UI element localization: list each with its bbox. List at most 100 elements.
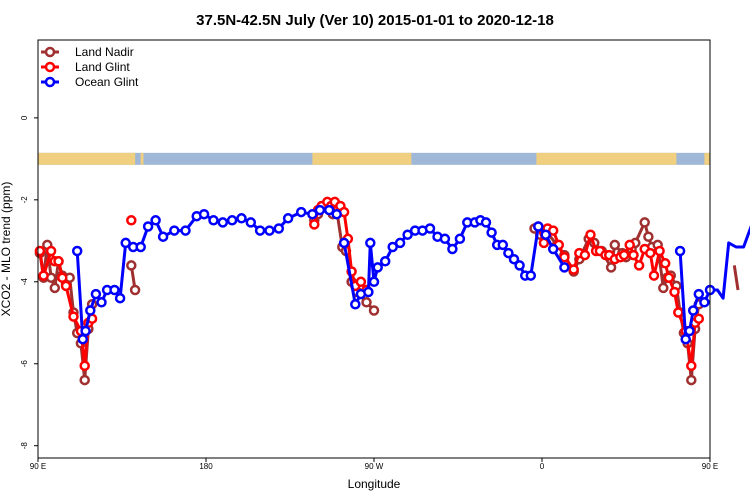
point-land-glint: [663, 272, 675, 283]
point-ocean-glint: [323, 204, 335, 216]
point-land-nadir: [686, 374, 697, 386]
point-land-glint: [53, 256, 64, 267]
point-land-glint: [669, 286, 680, 298]
point-land-glint: [559, 251, 570, 263]
point-ocean-glint: [142, 221, 154, 232]
land-band: [704, 152, 710, 165]
legend-item-ocean-glint: Ocean Glint: [41, 75, 139, 89]
y-tick-label: -4: [20, 278, 29, 286]
land-band: [38, 152, 136, 165]
land-band: [312, 152, 412, 165]
point-ocean-glint: [402, 229, 413, 240]
point-ocean-glint: [533, 221, 544, 232]
point-ocean-glint: [198, 208, 210, 220]
legend-item-land-glint: Land Glint: [41, 60, 130, 74]
x-tick-label: 90 E: [30, 462, 46, 471]
point-ocean-glint: [77, 333, 89, 345]
point-land-glint: [309, 219, 320, 230]
point-land-glint: [633, 260, 645, 271]
point-ocean-glint: [454, 233, 466, 245]
series-line-ocean-glint: [678, 225, 750, 341]
point-land-nadir: [126, 260, 137, 271]
point-land-glint: [628, 249, 639, 261]
point-ocean-glint: [295, 206, 307, 218]
series-line-ocean-glint: [342, 218, 566, 306]
point-land-nadir: [643, 231, 654, 242]
point-ocean-glint: [525, 270, 537, 281]
x-axis-label: Longitude: [348, 477, 401, 491]
point-ocean-glint: [559, 262, 570, 273]
y-tick-label: -8: [20, 442, 29, 450]
legend-swatch-marker: [44, 76, 56, 88]
point-ocean-glint: [368, 276, 380, 288]
point-land-glint: [585, 229, 596, 240]
point-ocean-glint: [424, 223, 436, 234]
y-tick-label: -6: [20, 360, 29, 368]
point-ocean-glint: [540, 229, 551, 240]
series-ocean-glint: [71, 204, 750, 345]
point-land-glint: [45, 245, 57, 257]
series-line-land-nadir: [732, 265, 740, 291]
point-ocean-glint: [135, 241, 146, 253]
point-land-glint: [648, 270, 660, 281]
point-land-glint: [79, 360, 90, 372]
point-land-nadir: [361, 297, 372, 308]
x-axis: 90 E 180 90 W 0 90 E: [30, 458, 718, 471]
point-ocean-glint: [114, 292, 126, 304]
point-land-glint: [686, 360, 697, 372]
point-land-nadir: [49, 282, 61, 294]
point-land-glint: [355, 276, 367, 288]
point-ocean-glint: [480, 217, 492, 228]
point-ocean-glint: [684, 325, 695, 337]
point-ocean-glint: [307, 208, 318, 220]
land-band: [130, 152, 132, 165]
point-land-nadir: [639, 217, 650, 228]
point-ocean-glint: [157, 231, 169, 242]
point-ocean-glint: [80, 325, 91, 337]
point-ocean-glint: [394, 237, 406, 249]
point-ocean-glint: [503, 247, 514, 259]
point-ocean-glint: [150, 215, 161, 226]
chart-title: 37.5N-42.5N July (Ver 10) 2015-01-01 to …: [196, 12, 554, 29]
point-ocean-glint: [273, 223, 285, 234]
series-line-land-glint: [38, 249, 94, 368]
series-land-nadir: [34, 202, 740, 386]
point-land-glint: [645, 247, 656, 259]
y-axis-label: XCO2 - MLO trend (ppm): [0, 182, 13, 317]
point-land-glint: [659, 258, 671, 269]
point-ocean-glint: [180, 225, 191, 236]
point-land-nadir: [368, 305, 380, 316]
point-ocean-glint: [497, 239, 509, 251]
point-land-nadir: [79, 374, 90, 386]
point-ocean-glint: [687, 305, 699, 316]
point-ocean-glint: [486, 227, 497, 238]
point-land-glint: [538, 237, 550, 249]
land-band: [536, 152, 677, 165]
point-ocean-glint: [508, 253, 520, 265]
point-ocean-glint: [226, 215, 238, 226]
point-ocean-glint: [120, 237, 131, 249]
point-ocean-glint: [314, 204, 326, 216]
legend-swatch-marker: [44, 46, 56, 58]
point-land-glint: [624, 239, 635, 251]
legend-swatch-marker: [44, 61, 56, 73]
y-axis: 0 -2 -4 -6 -8: [20, 115, 38, 449]
point-land-glint: [60, 280, 72, 292]
point-ocean-glint: [245, 217, 257, 228]
point-ocean-glint: [379, 256, 391, 267]
point-land-glint: [57, 272, 68, 283]
legend-label: Land Glint: [75, 60, 130, 74]
point-ocean-glint: [85, 305, 96, 316]
point-ocean-glint: [387, 241, 398, 253]
point-ocean-glint: [365, 237, 376, 249]
point-ocean-glint: [439, 233, 451, 245]
point-land-nadir: [129, 284, 141, 296]
point-ocean-glint: [236, 213, 247, 224]
point-land-glint: [693, 313, 705, 324]
x-tick-label: 0: [540, 462, 545, 471]
point-ocean-glint: [169, 225, 180, 236]
point-ocean-glint: [264, 225, 275, 236]
point-land-glint: [126, 215, 137, 226]
